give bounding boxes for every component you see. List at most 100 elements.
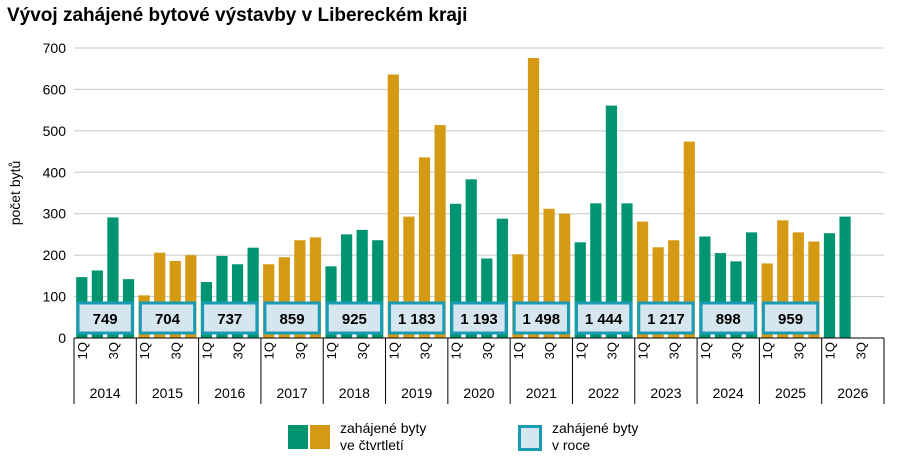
quarter-tick-label: 1Q xyxy=(386,342,401,359)
quarter-tick-label: 3Q xyxy=(480,342,495,359)
bar-2017-q2 xyxy=(278,257,290,338)
bar-2019-q4 xyxy=(434,125,446,338)
bar-2016-q2 xyxy=(216,255,228,338)
year-label-2024: 2024 xyxy=(713,385,744,401)
annual-box-2020 xyxy=(450,301,508,335)
bar-2022-q1 xyxy=(574,242,586,338)
quarter-tick-label: 1Q xyxy=(449,342,464,359)
year-label-2016: 2016 xyxy=(214,385,245,401)
bar-2019-q1 xyxy=(387,74,399,338)
annual-box-2025 xyxy=(761,301,820,335)
quarter-tick-label: 1Q xyxy=(511,342,526,359)
annual-value-2021: 1 498 xyxy=(523,311,561,328)
bar-2024-q1 xyxy=(699,236,711,338)
bar-2015-q4 xyxy=(185,255,197,338)
quarter-tick-label: 3Q xyxy=(729,342,744,359)
quarter-tick-label: 3Q xyxy=(542,342,557,359)
legend-quarterly-line1: zahájené byty xyxy=(340,420,427,436)
legend-annual-line1: zahájené byty xyxy=(552,420,639,436)
annual-box-2017 xyxy=(263,301,321,335)
bar-2025-q2 xyxy=(777,220,789,338)
bar-2025-q3 xyxy=(792,232,804,338)
annual-value-2018: 925 xyxy=(342,311,367,328)
bar-2023-q4 xyxy=(683,141,695,338)
annual-value-2020: 1 193 xyxy=(460,311,498,328)
annual-box-2019 xyxy=(388,301,446,335)
year-label-2017: 2017 xyxy=(276,385,307,401)
quarter-tick-label: 3Q xyxy=(168,342,183,359)
annual-box-2021 xyxy=(512,301,570,335)
bar-2020-q2 xyxy=(465,179,477,338)
bar-2024-q3 xyxy=(730,261,742,338)
bar-2018-q2 xyxy=(340,234,353,338)
year-label-2020: 2020 xyxy=(463,385,494,401)
y-tick-label: 700 xyxy=(43,40,67,56)
year-label-2021: 2021 xyxy=(526,385,557,401)
bar-2015-q2 xyxy=(154,252,166,338)
y-tick-label: 100 xyxy=(43,289,67,305)
bar-2022-q2 xyxy=(590,203,602,338)
bar-2022-q4 xyxy=(621,203,633,338)
annual-value-2017: 859 xyxy=(280,311,305,328)
y-tick-label: 600 xyxy=(43,81,67,97)
quarter-tick-label: 1Q xyxy=(822,342,837,359)
y-tick-label: 300 xyxy=(43,206,67,222)
legend-quarterly: zahájené byty ve čtvrtletí xyxy=(288,420,488,460)
quarter-tick-label: 3Q xyxy=(293,342,308,359)
annual-box-2015 xyxy=(138,301,197,335)
year-label-2025: 2025 xyxy=(775,385,806,401)
quarter-tick-label: 3Q xyxy=(417,342,432,359)
chart-title: Vývoj zahájené bytové výstavby v Liberec… xyxy=(7,5,468,26)
bar-2016-q4 xyxy=(247,247,259,338)
year-label-2014: 2014 xyxy=(90,385,121,401)
y-axis-label: počet bytů xyxy=(7,161,23,226)
quarter-tick-label: 1Q xyxy=(324,342,339,359)
quarter-tick-label: 1Q xyxy=(573,342,588,359)
quarter-tick-label: 1Q xyxy=(760,342,775,359)
annual-value-2023: 1 217 xyxy=(647,311,685,328)
quarter-tick-label: 3Q xyxy=(791,342,806,359)
year-label-2023: 2023 xyxy=(650,385,681,401)
y-tick-label: 500 xyxy=(43,123,67,139)
bar-2021-q3 xyxy=(543,208,555,338)
annual-value-2014: 749 xyxy=(93,311,118,328)
annual-box-2023 xyxy=(637,301,695,335)
bar-2020-q1 xyxy=(450,203,462,338)
annual-box-2014 xyxy=(76,301,134,335)
legend-swatch-green xyxy=(288,425,308,449)
bar-2015-q3 xyxy=(169,260,181,338)
quarter-tick-label: 3Q xyxy=(854,342,869,359)
bar-2018-q3 xyxy=(356,229,368,338)
bar-2019-q2 xyxy=(403,216,415,338)
bar-2024-q4 xyxy=(745,232,758,338)
bar-2021-q4 xyxy=(559,213,571,338)
year-label-2015: 2015 xyxy=(152,385,183,401)
bar-2024-q2 xyxy=(714,253,727,338)
bar-chart: 0 100 200 300 400 500 600 700 počet bytů 1Q 3Q 2014… xyxy=(7,40,885,404)
annual-box-2024 xyxy=(699,301,757,335)
bar-2023-q2 xyxy=(652,247,664,338)
bar-2023-q1 xyxy=(636,221,649,338)
bar-2017-q4 xyxy=(309,237,322,338)
bar-2019-q3 xyxy=(418,157,431,338)
bar-2017-q3 xyxy=(294,240,306,338)
bar-2020-q4 xyxy=(496,218,508,338)
bar-2021-q1 xyxy=(512,254,524,338)
quarter-tick-label: 1Q xyxy=(262,342,277,359)
bar-2023-q3 xyxy=(668,240,680,338)
quarter-tick-label: 3Q xyxy=(604,342,619,359)
bar-2016-q3 xyxy=(231,264,244,338)
annual-value-2024: 898 xyxy=(716,311,741,328)
quarter-tick-label: 3Q xyxy=(667,342,682,359)
bar-2017-q1 xyxy=(263,264,275,338)
legend-annual: zahájené byty v roce xyxy=(518,420,718,460)
bar-2020-q3 xyxy=(481,258,493,338)
y-tick-label: 200 xyxy=(43,247,67,263)
quarter-tick-label: 3Q xyxy=(106,342,121,359)
annual-value-2016: 737 xyxy=(217,311,242,328)
bar-2025-q4 xyxy=(808,241,820,338)
year-label-2022: 2022 xyxy=(588,385,619,401)
quarter-tick-label: 3Q xyxy=(231,342,246,359)
annual-value-2019: 1 183 xyxy=(398,311,436,328)
legend-quarterly-line2: ve čtvrtletí xyxy=(340,437,404,453)
